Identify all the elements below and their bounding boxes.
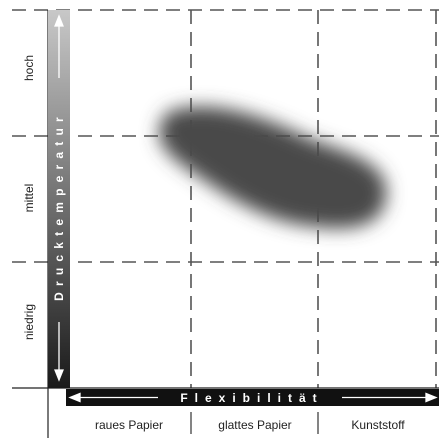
x-category-kunststoff: Kunststoff [351,418,405,432]
y-axis-bar [48,10,70,388]
x-axis-title: Flexibilität [180,391,323,405]
y-axis-title: Drucktemperatur [52,111,66,301]
category-separators [190,412,319,434]
y-level-mittel: mittel [22,184,36,213]
y-level-hoch: hoch [22,55,36,81]
x-axis-bar [66,389,439,406]
y-level-niedrig: niedrig [22,304,36,340]
axis-frame [12,10,439,438]
x-category-glattes-papier: glattes Papier [218,418,291,432]
application-area-blob [158,106,387,229]
x-category-raues-papier: raues Papier [95,418,163,432]
grid [12,9,439,388]
y-axis-arrow [54,14,64,382]
x-axis-arrow [68,392,438,403]
